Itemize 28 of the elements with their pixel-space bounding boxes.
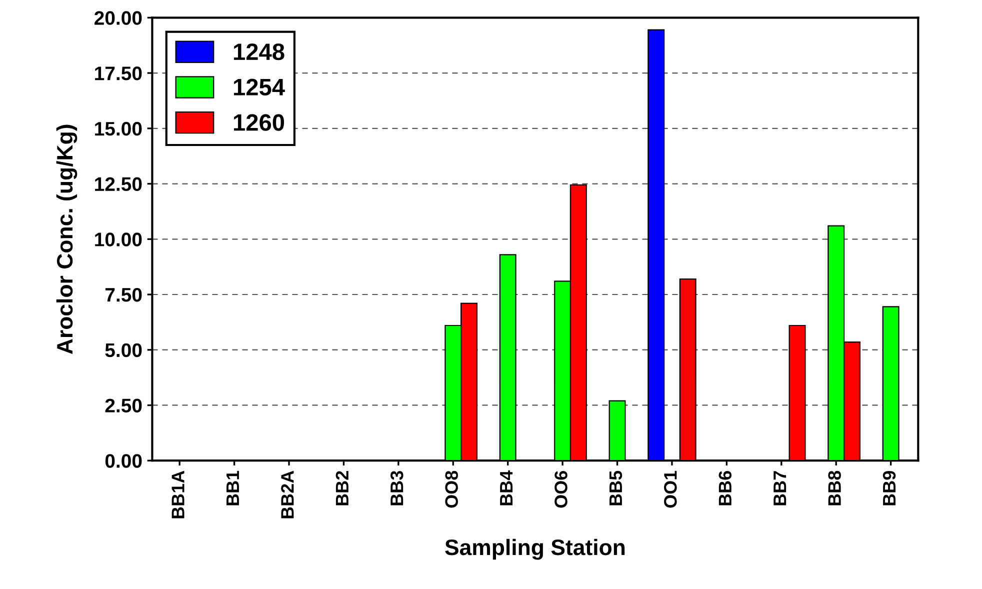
x-tick-label: BB1A — [172, 470, 184, 518]
x-axis-title: Sampling Station — [445, 538, 625, 560]
x-tick-label: OO6 — [554, 470, 568, 508]
legend-label: 1260 — [234, 114, 284, 131]
legend-label: 1248 — [234, 43, 284, 60]
x-tick-label: BB9 — [882, 470, 896, 506]
y-tick-label: 7.50 — [105, 288, 142, 302]
y-tick-label: 0.00 — [105, 454, 142, 468]
x-tick-label: BB2 — [336, 471, 348, 506]
x-tick-label: BB2A — [281, 470, 294, 518]
y-tick-label: 17.50 — [95, 66, 142, 80]
legend-label: 1254 — [234, 78, 285, 96]
x-tick-label: OO1 — [664, 470, 677, 508]
y-tick-label: 12.50 — [95, 177, 142, 192]
y-axis-title: Aroclor Conc. (ug/Kg) — [56, 124, 78, 354]
y-tick-label: 10.00 — [95, 232, 142, 246]
y-tick-label: 20.00 — [94, 11, 142, 25]
x-tick-label: BB6 — [718, 470, 732, 506]
x-tick-label: BB5 — [610, 470, 622, 506]
x-tick-label: BB1 — [226, 470, 239, 506]
x-tick-label: BB7 — [774, 471, 786, 506]
y-tick-label: 15.00 — [95, 122, 142, 136]
x-tick-label: BB8 — [828, 470, 841, 506]
x-tick-label: BB4 — [500, 470, 513, 506]
x-tick-label: BB3 — [390, 470, 404, 506]
y-tick-label: 2.50 — [105, 398, 142, 412]
y-tick-label: 5.00 — [105, 343, 142, 358]
x-tick-label: OO8 — [445, 470, 458, 508]
